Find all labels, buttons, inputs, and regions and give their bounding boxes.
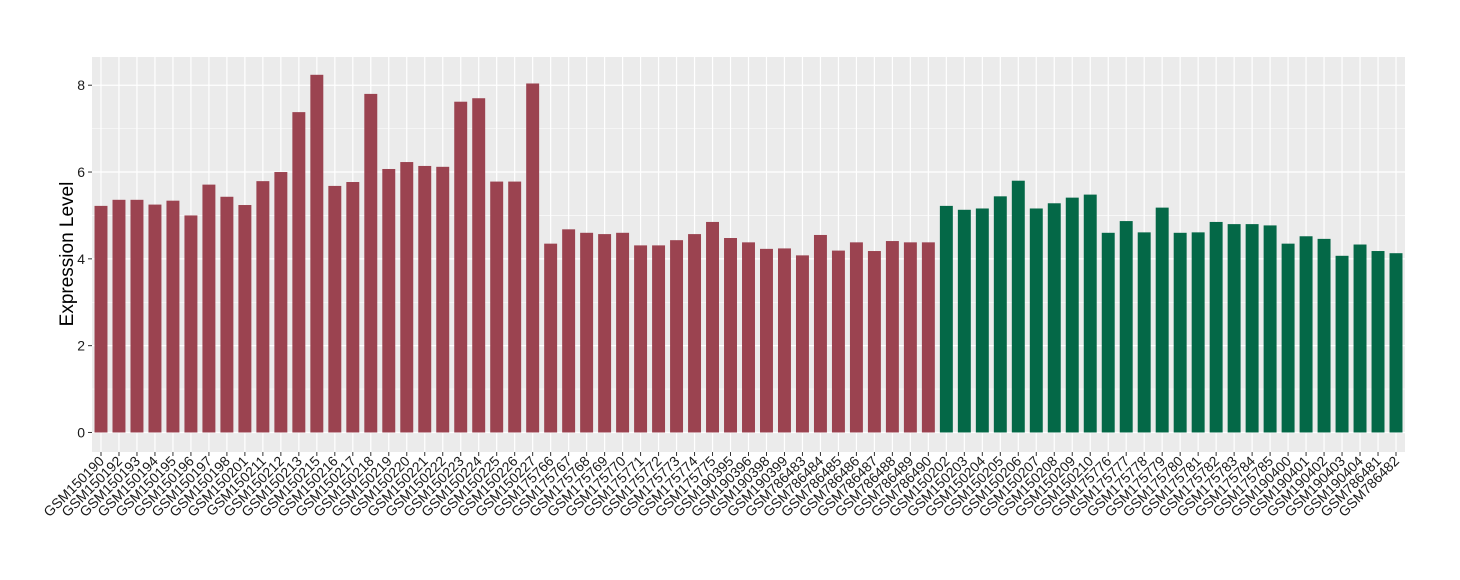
bar-GSM175766 — [544, 243, 558, 433]
bar-GSM190402 — [1317, 238, 1331, 433]
bar-GSM150196 — [184, 215, 198, 433]
bar-GSM150227 — [526, 83, 540, 433]
bar-GSM175774 — [688, 234, 702, 433]
x-axis: GSM150190GSM150192GSM150193GSM150194GSM1… — [40, 452, 1402, 520]
bar-GSM175776 — [1101, 232, 1115, 433]
bar-GSM190400 — [1281, 243, 1295, 433]
bar-GSM150209 — [1065, 197, 1079, 433]
bar-GSM190398 — [760, 248, 773, 433]
bar-GSM150192 — [112, 199, 126, 433]
bar-GSM190396 — [742, 242, 755, 433]
bar-GSM150193 — [130, 199, 144, 433]
bar-GSM150210 — [1083, 194, 1097, 433]
bar-GSM175783 — [1227, 224, 1241, 433]
bar-GSM150221 — [418, 165, 432, 433]
bar-GSM175781 — [1191, 232, 1205, 433]
bar-GSM175770 — [616, 232, 630, 433]
bar-GSM150215 — [310, 74, 324, 433]
bar-GSM150226 — [508, 181, 522, 433]
bar-GSM175772 — [652, 245, 666, 433]
bar-GSM150222 — [436, 166, 450, 433]
y-tick-label: 6 — [77, 164, 85, 180]
bar-GSM190401 — [1299, 236, 1313, 433]
bar-GSM190404 — [1353, 244, 1367, 433]
bar-GSM150224 — [472, 98, 486, 433]
bar-GSM150211 — [256, 181, 270, 433]
bar-GSM786486 — [849, 242, 863, 433]
y-tick-label: 4 — [77, 251, 85, 267]
bar-GSM150213 — [292, 112, 306, 433]
bar-GSM175782 — [1209, 221, 1223, 433]
bar-GSM786487 — [867, 251, 881, 433]
bar-GSM150197 — [202, 184, 216, 433]
bar-GSM150217 — [346, 182, 360, 433]
bar-GSM150218 — [364, 93, 378, 433]
bar-GSM150223 — [454, 101, 468, 433]
bar-GSM786483 — [795, 255, 809, 433]
bar-GSM175768 — [580, 232, 594, 433]
bar-GSM150198 — [220, 196, 234, 433]
bar-GSM190395 — [724, 238, 737, 433]
bar-GSM786490 — [921, 242, 935, 433]
bar-GSM150190 — [94, 205, 108, 433]
bar-GSM150201 — [238, 205, 252, 433]
bar-GSM150219 — [382, 168, 396, 433]
bar-GSM190399 — [777, 248, 791, 433]
bar-GSM150204 — [975, 208, 989, 433]
bar-GSM190403 — [1335, 255, 1349, 433]
bar-GSM175771 — [634, 245, 648, 433]
bar-GSM150212 — [274, 172, 288, 433]
bar-GSM150194 — [148, 204, 162, 433]
bar-GSM150225 — [490, 181, 504, 433]
bar-GSM175777 — [1119, 221, 1133, 433]
bar-GSM175779 — [1155, 207, 1169, 433]
bar-GSM175775 — [706, 221, 720, 433]
bar-GSM150203 — [957, 209, 971, 433]
bar-GSM175780 — [1173, 232, 1187, 433]
bar-GSM150216 — [328, 185, 342, 433]
y-tick-label: 8 — [77, 77, 85, 93]
bars — [94, 74, 1403, 433]
bar-GSM175773 — [670, 240, 684, 433]
bar-GSM175784 — [1245, 224, 1259, 433]
bar-GSM150207 — [1029, 208, 1043, 433]
bar-GSM150208 — [1047, 203, 1061, 433]
bar-GSM786485 — [831, 250, 845, 433]
y-axis: 0 2 4 6 8 — [77, 77, 92, 440]
bar-GSM175778 — [1137, 232, 1151, 433]
bar-GSM175785 — [1263, 225, 1277, 433]
bar-GSM150202 — [939, 205, 953, 433]
bar-GSM175769 — [598, 234, 612, 433]
bar-GSM786482 — [1389, 253, 1403, 433]
bar-GSM150206 — [1011, 180, 1025, 433]
bar-GSM786489 — [903, 242, 917, 433]
bar-GSM150220 — [400, 162, 414, 433]
bar-GSM150195 — [166, 200, 180, 433]
bar-GSM786481 — [1371, 251, 1385, 433]
y-tick-label: 2 — [77, 338, 85, 354]
bar-GSM175767 — [562, 229, 576, 433]
bar-GSM786488 — [885, 241, 899, 433]
bar-GSM150205 — [993, 196, 1007, 433]
y-tick-label: 0 — [77, 424, 85, 440]
y-axis-title: Expression Level — [57, 182, 78, 327]
bar-GSM786484 — [813, 234, 827, 433]
